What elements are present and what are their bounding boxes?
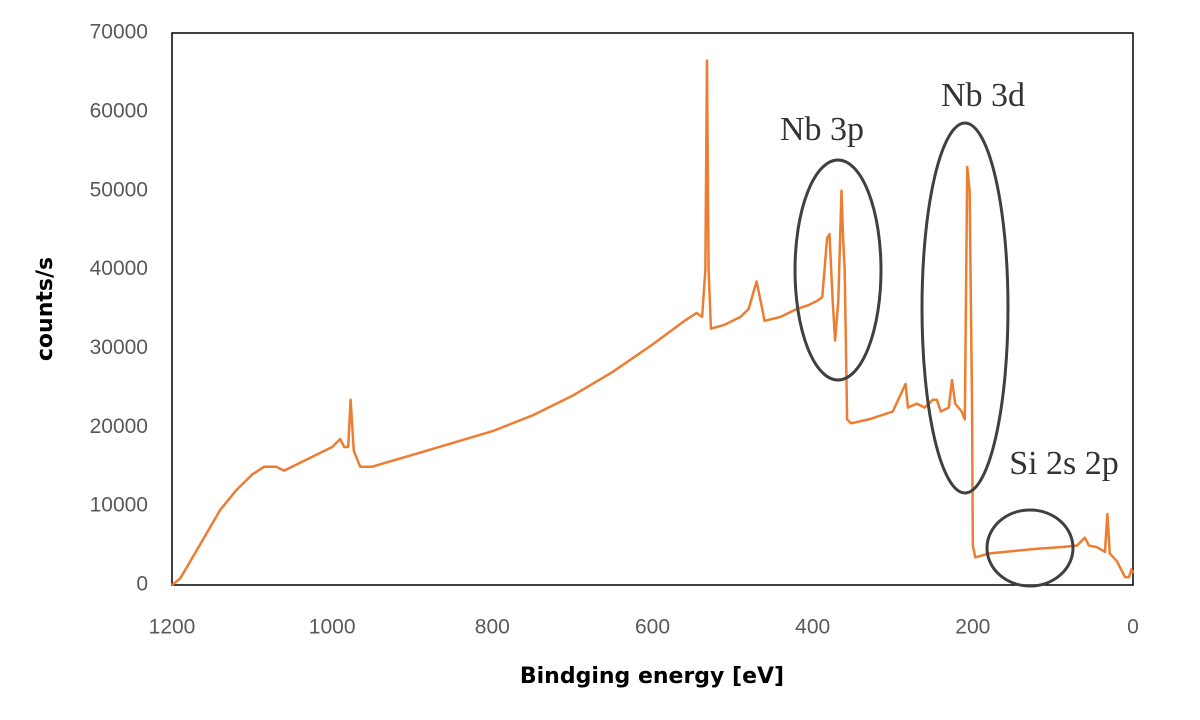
annotation: Si 2s 2p	[1009, 445, 1119, 482]
x-axis-title: Bindging energy [eV]	[520, 664, 784, 689]
y-tick-label: 70000	[90, 21, 148, 44]
y-tick-label: 30000	[90, 336, 148, 359]
plot	[171, 59, 1135, 586]
data-line	[171, 59, 1135, 586]
annotation: Nb 3d	[941, 77, 1025, 114]
highlight-ellipse	[793, 158, 883, 382]
x-tick-label: 800	[475, 616, 510, 639]
y-tick-label: 20000	[90, 415, 148, 438]
y-tick-label: 60000	[90, 99, 148, 122]
y-tick-label: 0	[136, 573, 148, 596]
x-tick-label: 0	[1127, 616, 1139, 639]
plot-frame	[171, 32, 1134, 586]
x-tick-label: 600	[635, 616, 670, 639]
x-tick-label: 1000	[309, 616, 356, 639]
x-tick-label: 1200	[149, 616, 196, 639]
annotation: Nb 3p	[780, 111, 864, 148]
y-tick-label: 40000	[90, 257, 148, 280]
x-tick-label: 200	[955, 616, 990, 639]
x-tick-label: 400	[795, 616, 830, 639]
highlight-ellipse	[985, 508, 1075, 588]
y-axis-title: counts/s	[33, 257, 58, 361]
y-tick-label: 50000	[90, 178, 148, 201]
y-tick-label: 10000	[90, 494, 148, 517]
highlight-ellipse	[920, 121, 1010, 495]
